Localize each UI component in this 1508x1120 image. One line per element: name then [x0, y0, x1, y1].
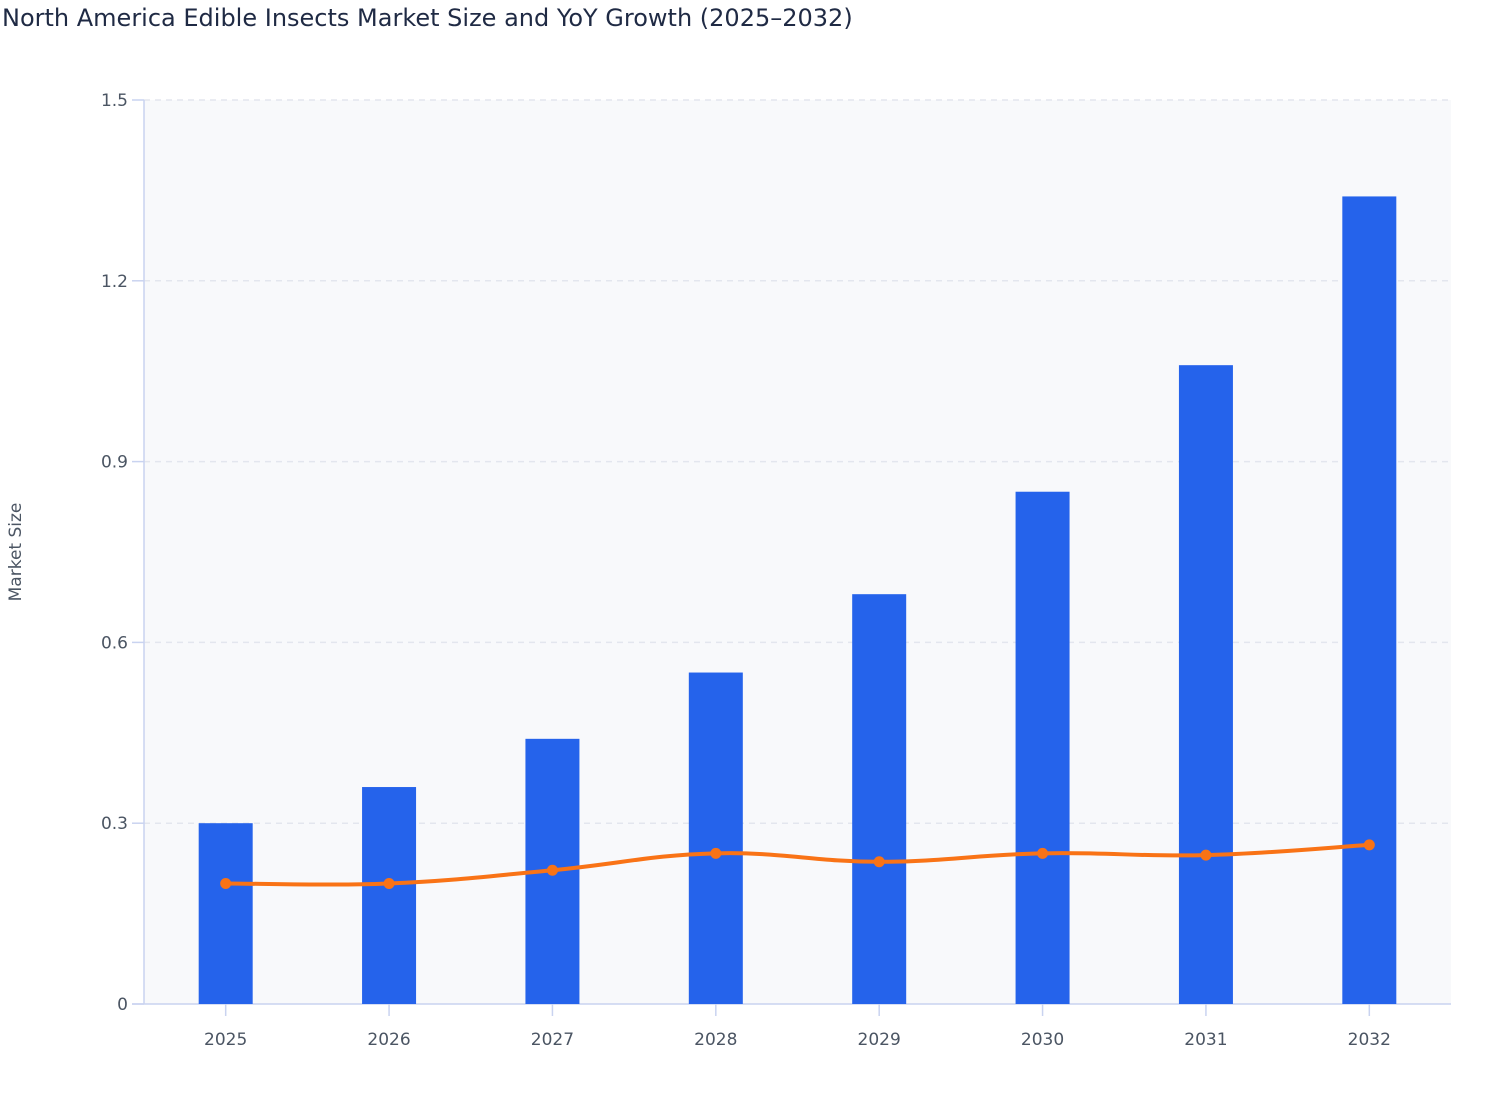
y-tick-label: 1.2 — [101, 272, 128, 292]
plot-background — [144, 100, 1451, 1004]
x-tick-label: 2029 — [858, 1030, 901, 1050]
x-tick-label: 2026 — [367, 1030, 410, 1050]
growth-point-2025 — [220, 877, 232, 889]
bar-2025 — [198, 823, 253, 1004]
x-tick-label: 2028 — [694, 1030, 737, 1050]
y-tick-label: 0.6 — [101, 633, 128, 653]
growth-point-2026 — [383, 877, 395, 889]
y-tick-label: 1.5 — [101, 91, 128, 111]
bar-2032 — [1342, 196, 1397, 1005]
bar-2026 — [362, 787, 417, 1004]
y-tick-label: 0.3 — [101, 814, 128, 834]
bar-2028 — [688, 672, 743, 1004]
bar-2031 — [1178, 365, 1233, 1004]
growth-point-2031 — [1200, 849, 1212, 861]
growth-point-2028 — [710, 847, 722, 859]
x-tick-label: 2031 — [1184, 1030, 1227, 1050]
x-tick-label: 2025 — [204, 1030, 247, 1050]
y-tick-label: 0.9 — [101, 453, 128, 473]
bar-2030 — [1015, 491, 1070, 1004]
bar-2029 — [852, 594, 907, 1004]
chart-title: North America Edible Insects Market Size… — [2, 4, 853, 32]
growth-point-2030 — [1037, 847, 1049, 859]
x-tick-label: 2030 — [1021, 1030, 1064, 1050]
x-tick-label: 2032 — [1348, 1030, 1391, 1050]
growth-point-2029 — [873, 856, 885, 868]
growth-line — [225, 842, 1370, 887]
growth-point-2032 — [1363, 839, 1375, 851]
x-tick-label: 2027 — [531, 1030, 574, 1050]
growth-point-2027 — [546, 864, 558, 876]
y-tick-label: 0 — [117, 995, 128, 1015]
